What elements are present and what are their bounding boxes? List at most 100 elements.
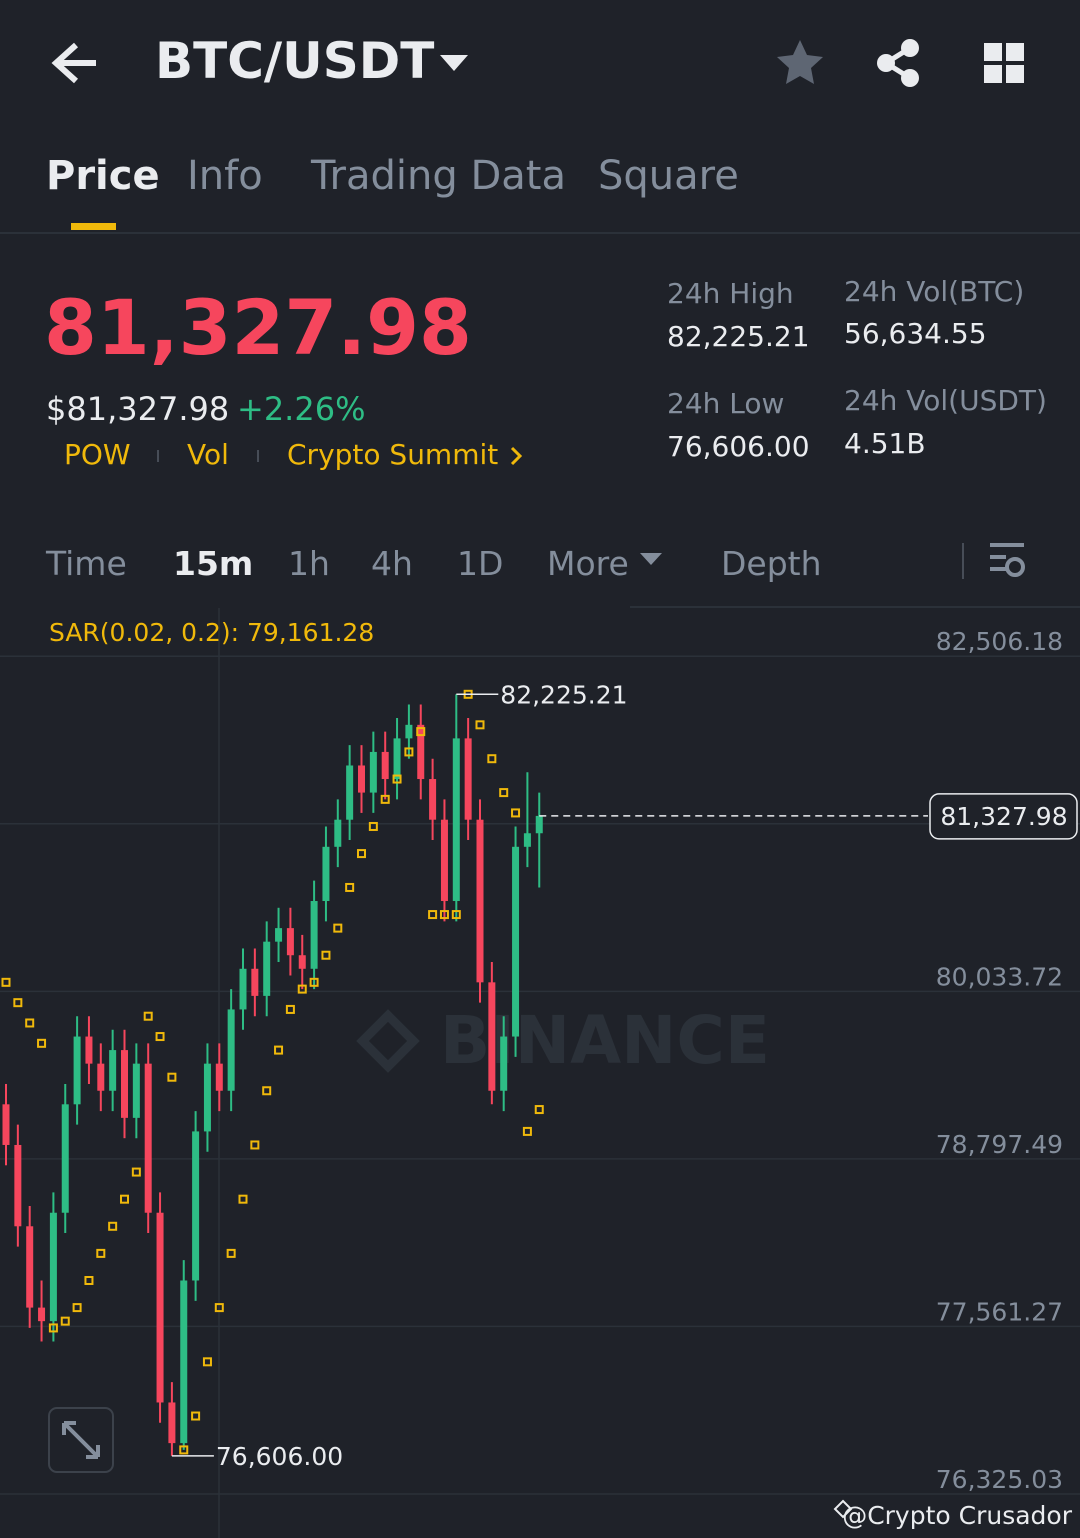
candle-body [203, 1063, 211, 1132]
candle-body [322, 846, 330, 902]
sar-dot [202, 1357, 212, 1367]
sar-dot [25, 1018, 35, 1028]
sar-dot [534, 1105, 544, 1115]
sar-dot [84, 1275, 94, 1285]
candle-body [476, 819, 484, 983]
interval[interactable]: 1h [288, 544, 330, 583]
grid-icon[interactable] [984, 43, 1024, 83]
candle-body [227, 1009, 235, 1091]
tag-separators [157, 446, 523, 466]
sar-dot [499, 788, 509, 798]
credit: @Crypto Crusador [842, 1501, 1073, 1530]
watermark-logo [356, 1009, 420, 1073]
tab[interactable]: Square [598, 153, 739, 199]
tab[interactable]: Trading Data [311, 153, 566, 199]
candle-body [381, 751, 389, 780]
candle-body [180, 1280, 188, 1444]
sar-dot [131, 1167, 141, 1177]
sar-dot [108, 1221, 118, 1231]
tab-indicator [71, 223, 116, 230]
candle-body [275, 928, 283, 942]
candle-body [440, 819, 448, 902]
interval-icons [630, 543, 1080, 608]
interval[interactable]: Time [46, 544, 127, 583]
candle-body [85, 1036, 93, 1064]
candle-body [156, 1212, 164, 1403]
tag[interactable]: POW [64, 438, 131, 471]
candle-body [38, 1307, 46, 1322]
last-price-label: 81,327.98 [940, 802, 1067, 831]
y-tick-label: 82,506.18 [936, 627, 1063, 656]
low-label: 76,606.00 [216, 1442, 343, 1471]
candle-body [215, 1063, 223, 1091]
sar-dot [37, 1038, 47, 1048]
star-icon[interactable] [777, 40, 823, 84]
candle-body [192, 1131, 200, 1281]
stat-value: 76,606.00 [667, 430, 810, 463]
sar-dot [96, 1248, 106, 1258]
tab[interactable]: Price [46, 153, 160, 199]
pair-title[interactable]: BTC/USDT [155, 32, 435, 90]
candle-body [26, 1226, 34, 1308]
candle-body [97, 1063, 105, 1091]
sar-dot [13, 998, 23, 1008]
price-change: +2.26% [237, 390, 366, 428]
tab[interactable]: Info [187, 153, 263, 199]
sar-dot [179, 1445, 189, 1455]
interval[interactable]: 4h [371, 544, 413, 583]
share-icon[interactable] [877, 39, 919, 87]
sar-dot [167, 1072, 177, 1082]
candle-body [132, 1063, 140, 1118]
sar-dot [191, 1411, 201, 1421]
candle-body [452, 738, 460, 902]
interval[interactable]: 15m [173, 544, 254, 583]
sar-dot [522, 1126, 532, 1136]
candle-body [310, 901, 318, 969]
interval[interactable]: 1D [457, 544, 504, 583]
settings-icon[interactable] [990, 543, 1025, 577]
interval[interactable]: Depth [721, 544, 822, 583]
sar-dot [214, 1303, 224, 1313]
sar-dot [392, 774, 402, 784]
stat-label: 24h Low [667, 387, 785, 420]
y-tick-label: 76,325.03 [936, 1465, 1063, 1494]
sar-dot [451, 910, 461, 920]
candle-body [464, 738, 472, 820]
sar-dot [250, 1140, 260, 1150]
stat-label: 24h High [667, 277, 794, 310]
header-icons [0, 39, 1080, 234]
tag[interactable]: Vol [187, 438, 229, 471]
fullscreen-icon [62, 1421, 100, 1459]
candle-body [109, 1050, 117, 1091]
interval[interactable]: More [547, 544, 629, 583]
stat-label: 24h Vol(USDT) [844, 384, 1047, 417]
sar-dot [226, 1248, 236, 1258]
sar-dot [368, 821, 378, 831]
sar-dot [475, 720, 485, 730]
candle-chart: BINANCE 82,506.1881,269.9480,033.7278,79… [0, 608, 1080, 1538]
tag[interactable]: Crypto Summit [287, 438, 499, 471]
candle-body [512, 846, 520, 1037]
sar-dot [297, 984, 307, 994]
stat-value: 56,634.55 [844, 317, 987, 350]
last-price: 81,327.98 [44, 283, 472, 372]
sar-dot [48, 1323, 58, 1333]
sar-dot [143, 1011, 153, 1021]
fullscreen-button[interactable] [48, 1407, 114, 1473]
candle-body [405, 724, 413, 739]
back-icon[interactable] [51, 42, 96, 84]
last-price-box [929, 793, 1078, 840]
stat-label: 24h Vol(BTC) [844, 275, 1025, 308]
candle-body [500, 1036, 508, 1091]
candle-body [523, 833, 531, 847]
candle-body [334, 819, 342, 847]
dropdown-icon[interactable] [440, 55, 468, 71]
sar-dot [274, 1045, 284, 1055]
sar-dot [120, 1194, 129, 1204]
candle-body [61, 1104, 69, 1213]
candle-body [263, 941, 271, 996]
sar-dot [1, 977, 11, 987]
sar-dot [428, 910, 438, 920]
indicator-label: SAR(0.02, 0.2): 79,161.28 [49, 618, 374, 647]
candle-body [488, 982, 496, 1091]
